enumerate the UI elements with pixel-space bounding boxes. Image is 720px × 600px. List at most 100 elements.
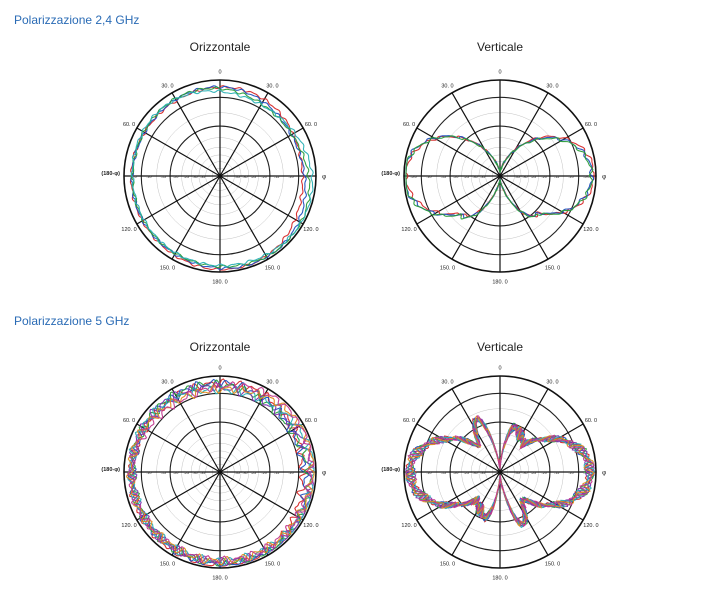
angle-tick-label: 150. 0 xyxy=(440,561,455,567)
radial-tick-label: -25 xyxy=(464,175,469,179)
grid-spoke xyxy=(416,175,501,225)
pattern-traces xyxy=(129,85,314,271)
grid-spoke xyxy=(499,175,549,260)
radial-tick-label: -15 xyxy=(441,175,446,179)
grid-spoke xyxy=(136,423,221,473)
radial-tick-label: -10 xyxy=(568,175,573,179)
radial-tick-label: -5.0 xyxy=(303,175,309,179)
angle-tick-label: 150. 0 xyxy=(160,265,175,271)
grid-spoke xyxy=(219,471,304,521)
radial-tick-label: -5.0 xyxy=(410,175,416,179)
pattern-trace-3 xyxy=(130,86,311,269)
grid-spoke xyxy=(499,127,584,177)
angle-tick-label: 120. 0 xyxy=(121,227,136,233)
angle-tick-label: 30. 0 xyxy=(161,84,173,90)
grid-spoke xyxy=(499,92,549,177)
radial-tick-label: -35 xyxy=(235,471,240,475)
radial-tick-label: -30 xyxy=(192,175,197,179)
radial-tick-label: -35 xyxy=(515,471,520,475)
radial-tick-label: -10 xyxy=(426,175,431,179)
axis-label-phi: φ xyxy=(322,174,326,181)
grid-spoke xyxy=(219,471,269,556)
radial-tick-label: -10 xyxy=(146,175,151,179)
polar-chart-24-vertical: 0 30. 0 60. 0 120. 0 150. 0 180. 0 150. 0 120. … xyxy=(381,70,606,286)
angle-tick-label: 150. 0 xyxy=(440,265,455,271)
angle-tick-label: 120. 0 xyxy=(303,523,318,529)
angle-tick-label: 120. 0 xyxy=(583,523,598,529)
radial-tick-label: -15 xyxy=(274,175,279,179)
grid-spoke xyxy=(451,92,501,177)
radial-tick-label: -30 xyxy=(522,175,527,179)
radial-tick-label: -30 xyxy=(242,471,247,475)
radial-tick-label: -35 xyxy=(480,471,485,475)
radial-tick-label: -20 xyxy=(453,471,458,475)
radial-tick-label: -25 xyxy=(184,175,189,179)
radial-tick-label: -35 xyxy=(515,175,520,179)
angle-tick-label: 150. 0 xyxy=(545,265,560,271)
grid-spoke xyxy=(499,471,584,521)
angle-tick-label: 60. 0 xyxy=(403,418,415,424)
angle-tick-label: 150. 0 xyxy=(545,561,560,567)
grid-spoke xyxy=(136,471,221,521)
radial-tick-label: -15 xyxy=(274,471,279,475)
radial-tick-label: -10 xyxy=(426,471,431,475)
radial-tick-label: -20 xyxy=(262,471,267,475)
grid-spoke xyxy=(171,471,221,556)
angle-tick-label: 60. 0 xyxy=(123,418,135,424)
polar-grid xyxy=(403,375,597,569)
chart-title-5-vertical: Verticale xyxy=(476,340,524,354)
angle-tick-label: 30. 0 xyxy=(161,380,173,386)
grid-spoke xyxy=(171,92,221,177)
radial-tick-label: -15 xyxy=(554,471,559,475)
radial-tick-label: -25 xyxy=(184,471,189,475)
angle-tick-label: 120. 0 xyxy=(401,523,416,529)
angle-tick-label: 30. 0 xyxy=(266,84,278,90)
grid-spoke xyxy=(136,127,221,177)
chart-title-24-vertical: Verticale xyxy=(476,40,524,54)
chart-title-24-horizontal: Orizzontale xyxy=(189,40,251,54)
grid-spoke xyxy=(219,175,269,260)
axis-label-180-phi: (180-φ) xyxy=(381,467,400,473)
angle-tick-label: 60. 0 xyxy=(585,122,597,128)
grid-spoke xyxy=(451,471,501,556)
radial-tick-label: -25 xyxy=(251,175,256,179)
axis-label-phi: φ xyxy=(322,470,326,477)
angle-tick-label: 0 xyxy=(498,366,501,372)
radial-tick-label: -20 xyxy=(262,175,267,179)
axis-label-phi: φ xyxy=(602,174,606,181)
angle-tick-label: 60. 0 xyxy=(305,122,317,128)
radial-tick-label: -5.0 xyxy=(583,175,589,179)
radial-tick-label: -25 xyxy=(531,471,536,475)
angle-tick-label: 150. 0 xyxy=(265,561,280,567)
axis-label-phi: φ xyxy=(602,470,606,477)
radial-tick-label: -10 xyxy=(288,175,293,179)
radial-tick-label: -15 xyxy=(554,175,559,179)
axis-label-180-phi: (180-φ) xyxy=(101,467,120,473)
radial-tick-label: -20 xyxy=(173,175,178,179)
angle-tick-label: 60. 0 xyxy=(585,418,597,424)
angle-tick-label: 180. 0 xyxy=(492,576,507,582)
angle-tick-label: 30. 0 xyxy=(266,380,278,386)
pattern-trace-6 xyxy=(125,385,315,566)
radial-tick-label: -15 xyxy=(441,471,446,475)
grid-spoke xyxy=(499,388,549,473)
radial-tick-label: -20 xyxy=(542,175,547,179)
pattern-trace-4 xyxy=(130,89,314,268)
polar-chart-5-horizontal: 0 30. 0 60. 0 120. 0 150. 0 180. 0 150. 0 120. … xyxy=(101,366,326,582)
pattern-trace-7 xyxy=(127,381,315,565)
angle-tick-label: 0 xyxy=(218,70,221,76)
pattern-traces xyxy=(125,378,315,567)
radial-tick-label: -30 xyxy=(472,175,477,179)
angle-tick-label: 30. 0 xyxy=(441,84,453,90)
angle-tick-label: 30. 0 xyxy=(546,84,558,90)
chart-title-5-horizontal: Orizzontale xyxy=(189,340,251,354)
grid-spoke xyxy=(451,175,501,260)
radial-tick-label: -10 xyxy=(288,471,293,475)
angle-tick-label: 120. 0 xyxy=(583,227,598,233)
radial-tick-label: -35 xyxy=(480,175,485,179)
grid-spoke xyxy=(219,175,304,225)
radial-tick-label: -30 xyxy=(472,471,477,475)
polar-grid xyxy=(123,375,317,569)
radial-tick-label: -35 xyxy=(200,471,205,475)
grid-spoke xyxy=(499,423,584,473)
